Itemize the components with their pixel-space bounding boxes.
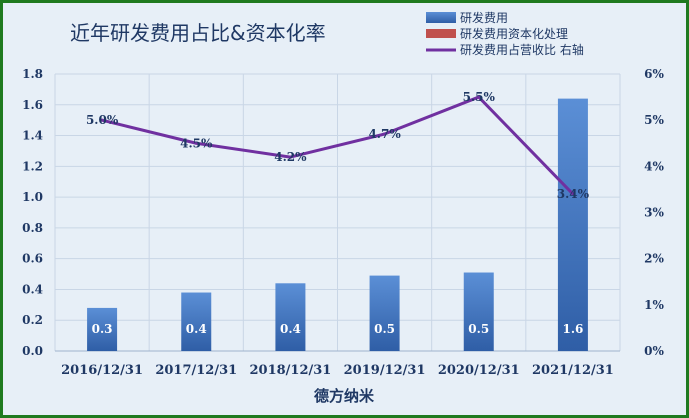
category-axis: 2016/12/31 2017/12/31 2018/12/31 2019/12/31… xyxy=(61,363,614,378)
line-data-label: 5.0% xyxy=(86,113,119,127)
y-left-tick-label: 1.0 xyxy=(22,190,43,204)
y-right-tick-label: 2% xyxy=(644,252,664,266)
line-data-label: 4.2% xyxy=(274,150,307,164)
legend: 研发费用 研发费用资本化处理 研发费用占营收比 右轴 xyxy=(426,10,584,57)
x-tick-label: 2016/12/31 xyxy=(61,363,143,378)
y-left-tick-label: 0.2 xyxy=(22,313,43,327)
bar-rd-expense xyxy=(369,275,400,351)
bar-data-label: 0.4 xyxy=(280,322,301,336)
bar-rd-expense xyxy=(275,283,306,351)
line-rd-ratio xyxy=(101,95,574,196)
y-left-tick-label: 1.4 xyxy=(22,129,43,143)
line-data-label: 4.7% xyxy=(368,127,401,141)
line-point-rd-ratio xyxy=(477,95,481,99)
chart-title: 近年研发费用占比&资本化率 xyxy=(70,21,326,45)
y-right-tick-label: 1% xyxy=(644,298,664,312)
legend-label-rd-capitalized: 研发费用资本化处理 xyxy=(460,26,568,41)
x-tick-label: 2021/12/31 xyxy=(532,363,614,378)
x-axis-label: 德方纳米 xyxy=(314,387,375,405)
left-axis: 0.0 0.2 0.4 0.6 0.8 1.0 1.2 1.4 1.6 1.8 xyxy=(22,67,43,358)
bar-data-label: 0.5 xyxy=(468,322,489,336)
x-tick-label: 2019/12/31 xyxy=(344,363,426,378)
y-left-tick-label: 0.8 xyxy=(22,221,43,235)
bar-data-label: 0.4 xyxy=(186,322,207,336)
line-series: 5.0% 4.5% 4.2% 4.7% 5.5% 3.4% xyxy=(86,90,590,201)
y-left-tick-label: 1.8 xyxy=(22,67,43,81)
x-tick-label: 2020/12/31 xyxy=(438,363,520,378)
y-left-tick-label: 0.4 xyxy=(22,282,43,296)
y-right-tick-label: 5% xyxy=(644,113,664,127)
line-data-label: 4.5% xyxy=(180,136,213,150)
bar-rd-expense xyxy=(87,307,118,351)
grid xyxy=(54,73,621,352)
legend-swatch-rd-capitalized xyxy=(426,29,456,38)
line-point-rd-ratio xyxy=(288,155,292,159)
line-point-rd-ratio xyxy=(383,132,387,136)
bar-rd-expense xyxy=(463,272,494,351)
line-data-label: 3.4% xyxy=(557,187,590,201)
bar-data-label: 0.3 xyxy=(92,322,113,336)
y-left-tick-label: 1.2 xyxy=(22,159,43,173)
legend-label-rd-ratio: 研发费用占营收比 右轴 xyxy=(460,42,584,57)
right-axis: 0% 1% 2% 3% 4% 5% 6% xyxy=(644,67,664,358)
line-point-rd-ratio xyxy=(571,192,575,196)
y-left-tick-label: 1.6 xyxy=(22,98,43,112)
bar-rd-expense xyxy=(557,98,588,351)
line-data-label: 5.5% xyxy=(463,90,496,104)
legend-swatch-rd-expense xyxy=(426,12,456,23)
x-tick-label: 2018/12/31 xyxy=(249,363,331,378)
line-point-rd-ratio xyxy=(194,141,198,145)
line-point-rd-ratio xyxy=(100,118,104,122)
bar-rd-expense xyxy=(181,292,212,351)
y-right-tick-label: 4% xyxy=(644,159,664,173)
y-left-tick-label: 0.6 xyxy=(22,252,43,266)
bar-data-label: 0.5 xyxy=(374,322,395,336)
bar-series: 0.3 0.4 0.4 0.5 0.5 1.6 xyxy=(87,98,588,351)
legend-label-rd-expense: 研发费用 xyxy=(460,10,508,25)
bar-data-label: 1.6 xyxy=(562,322,583,336)
x-tick-label: 2017/12/31 xyxy=(155,363,237,378)
y-right-tick-label: 3% xyxy=(644,206,664,220)
y-left-tick-label: 0.0 xyxy=(22,344,43,358)
y-right-tick-label: 0% xyxy=(644,344,664,358)
y-right-tick-label: 6% xyxy=(644,67,664,81)
